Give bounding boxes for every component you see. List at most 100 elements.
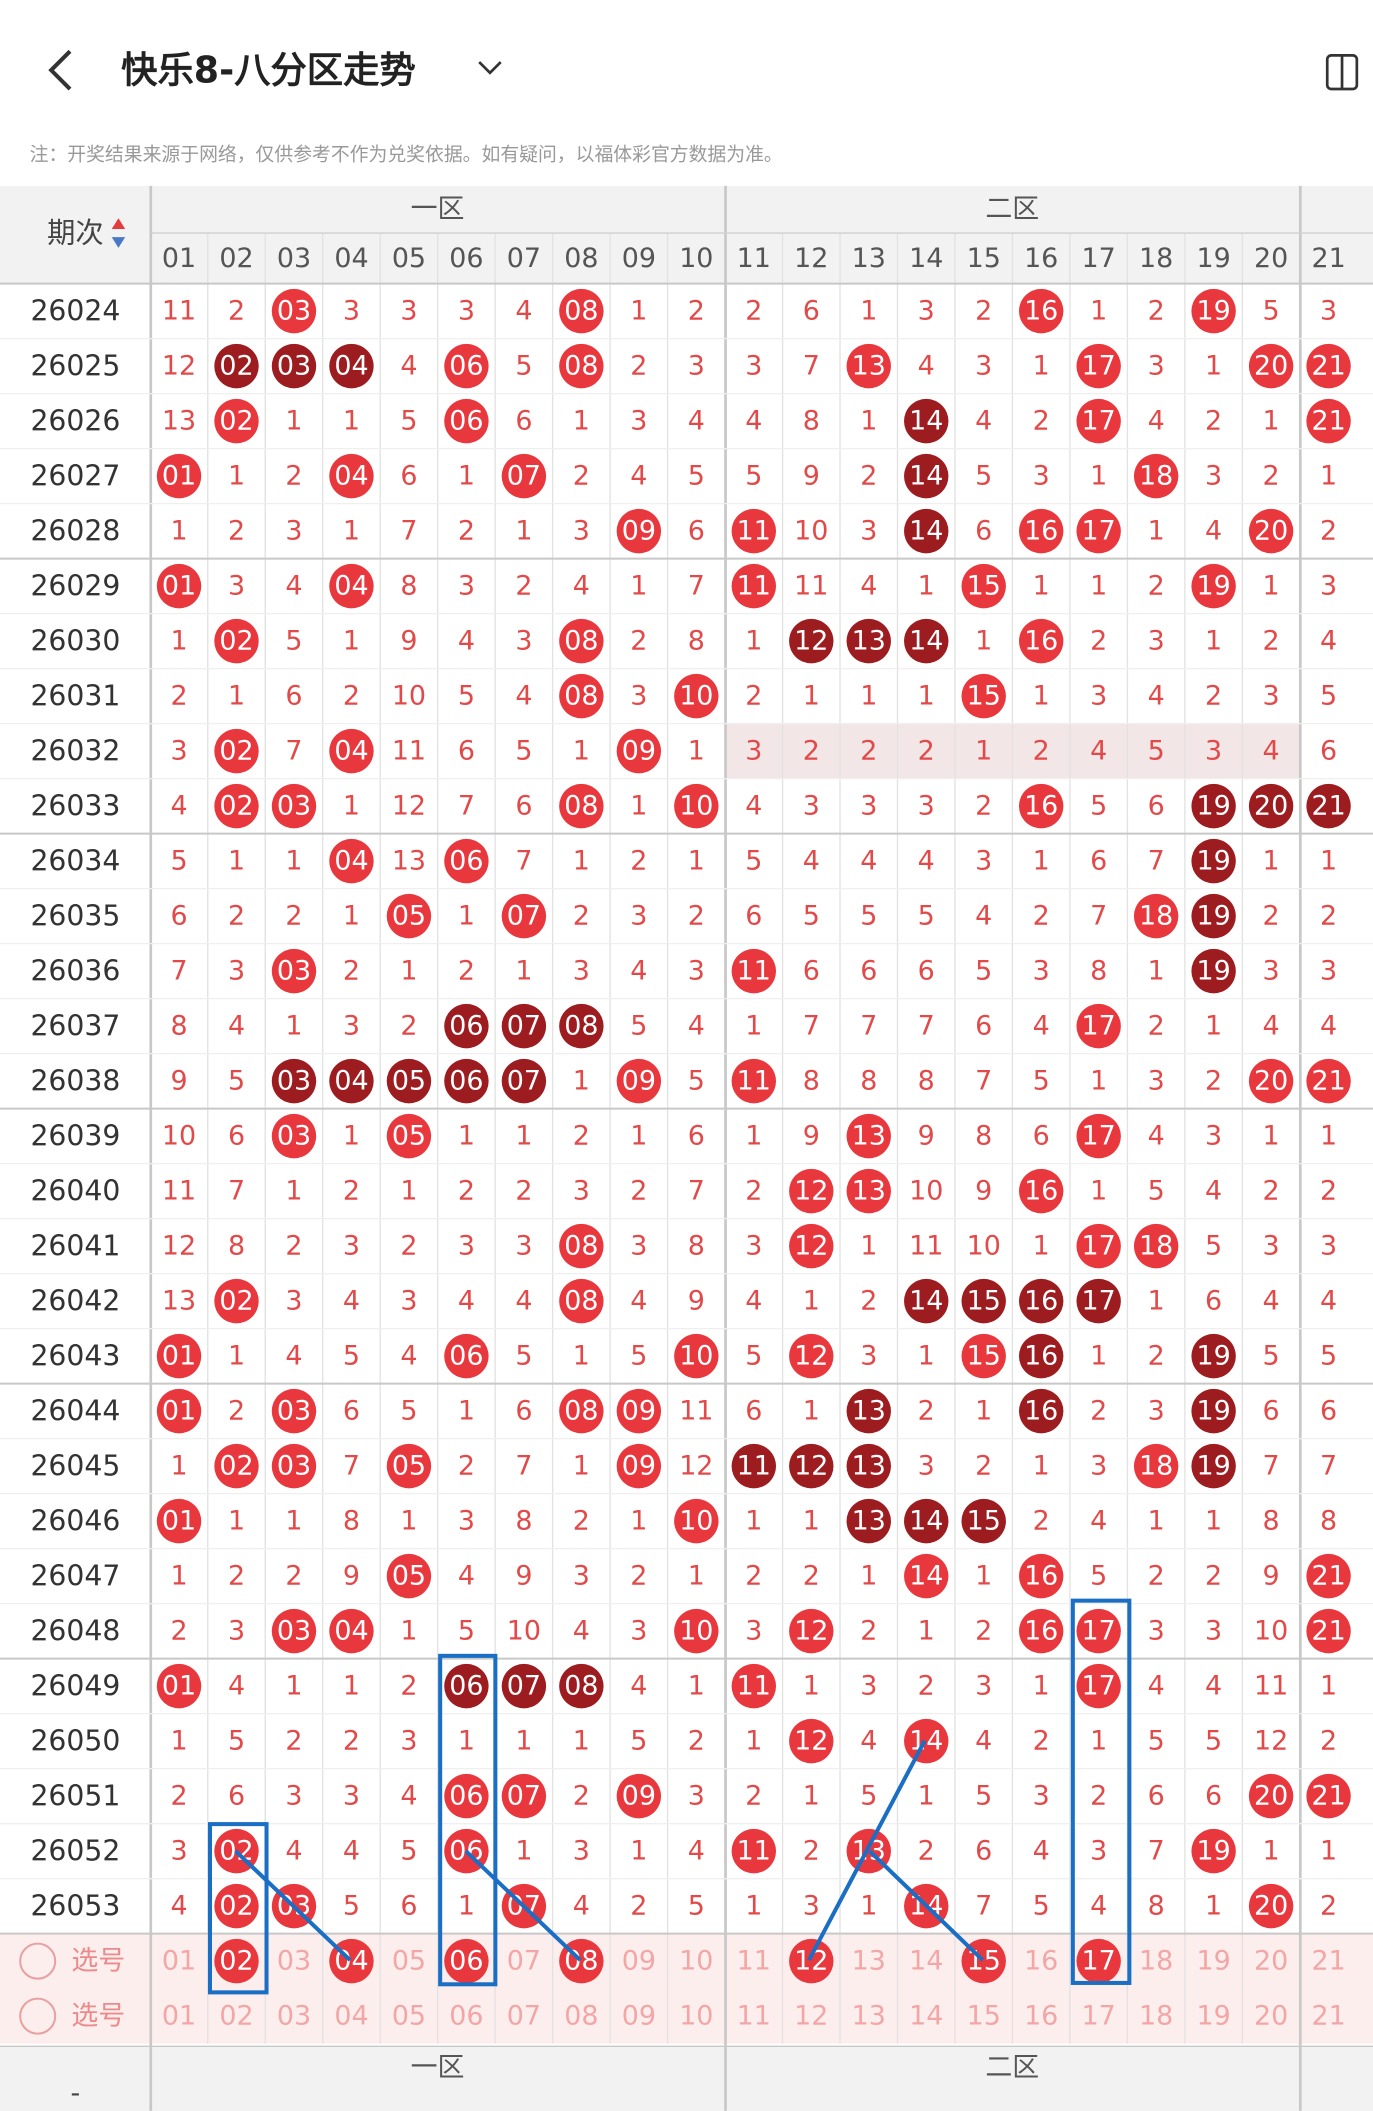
miss-count: 2: [228, 901, 245, 932]
miss-count: 5: [745, 846, 762, 877]
hit-number: 07: [507, 1066, 541, 1097]
miss-count: 13: [392, 846, 426, 877]
miss-count: 1: [918, 571, 935, 602]
picked-number[interactable]: 12: [794, 1946, 828, 1977]
miss-count: 3: [918, 791, 935, 822]
pick-number[interactable]: 17: [1082, 2001, 1116, 2032]
pick-number[interactable]: 21: [1311, 2001, 1345, 2032]
pick-number[interactable]: 10: [679, 1946, 713, 1977]
miss-count: 8: [975, 1121, 992, 1152]
pick-number[interactable]: 02: [219, 2001, 253, 2032]
device-icon[interactable]: [1325, 54, 1359, 91]
pick-number[interactable]: 05: [392, 1946, 426, 1977]
picked-number[interactable]: 06: [449, 1946, 483, 1977]
pick-number[interactable]: 16: [1024, 1946, 1058, 1977]
miss-count: 2: [918, 736, 935, 767]
hit-ball: [444, 1773, 489, 1819]
dropdown-arrow[interactable]: [478, 61, 502, 75]
pick-number[interactable]: 20: [1254, 2001, 1288, 2032]
pick-number[interactable]: 01: [162, 1946, 196, 1977]
hit-number: 19: [1196, 956, 1230, 987]
pick-number[interactable]: 09: [622, 2001, 656, 2032]
pick-number[interactable]: 12: [794, 2001, 828, 2032]
pick-number[interactable]: 19: [1196, 2001, 1230, 2032]
miss-count: 2: [630, 351, 647, 382]
miss-count: 6: [975, 1836, 992, 1867]
pick-number[interactable]: 09: [622, 1946, 656, 1977]
hit-ball: [846, 1168, 891, 1214]
miss-count: 3: [343, 1231, 360, 1262]
miss-count: 1: [515, 1726, 532, 1757]
miss-count: 4: [975, 901, 992, 932]
miss-count: 5: [170, 846, 187, 877]
select-radio[interactable]: [19, 1997, 57, 2035]
pick-number[interactable]: 19: [1196, 1946, 1230, 1977]
hit-ball: [1306, 398, 1351, 444]
miss-count: 1: [688, 736, 705, 767]
hit-ball: [156, 1333, 202, 1379]
miss-count: 1: [285, 1176, 302, 1207]
pick-number[interactable]: 08: [564, 2001, 598, 2032]
miss-count: 4: [1320, 1011, 1337, 1042]
hit-ball: [501, 893, 547, 939]
hit-ball: [731, 948, 777, 994]
hit-ball: [616, 1388, 662, 1434]
picked-number[interactable]: 02: [219, 1946, 253, 1977]
hit-number: 02: [219, 736, 253, 767]
pick-number[interactable]: 13: [852, 2001, 886, 2032]
pick-number[interactable]: 21: [1311, 1946, 1345, 1977]
select-radio[interactable]: [19, 1942, 57, 1980]
issue-number: 26024: [30, 295, 120, 328]
pick-number[interactable]: 18: [1139, 1946, 1173, 1977]
hit-number: 06: [449, 1781, 483, 1812]
pick-number[interactable]: 01: [162, 2001, 196, 2032]
pick-number[interactable]: 03: [277, 1946, 311, 1977]
hit-ball-run: [961, 1498, 1006, 1544]
miss-count: 3: [1090, 1451, 1107, 1482]
miss-count: 6: [228, 1781, 245, 1812]
pick-number[interactable]: 10: [679, 2001, 713, 2032]
miss-count: 2: [860, 461, 877, 492]
pick-number[interactable]: 07: [507, 2001, 541, 2032]
back-button[interactable]: [48, 49, 72, 91]
miss-count: 4: [688, 1836, 705, 1867]
pick-number[interactable]: 20: [1254, 1946, 1288, 1977]
miss-count: 4: [343, 1836, 360, 1867]
miss-count: 1: [458, 461, 475, 492]
miss-count: 1: [228, 461, 245, 492]
miss-count: 5: [975, 461, 992, 492]
miss-count: 2: [458, 1451, 475, 1482]
pick-number[interactable]: 13: [852, 1946, 886, 1977]
hit-ball: [1133, 1223, 1179, 1269]
hit-number: 17: [1082, 1286, 1116, 1317]
page-title[interactable]: 快乐8-八分区走势: [121, 49, 416, 92]
pick-number[interactable]: 11: [737, 1946, 771, 1977]
hit-ball: [1191, 1828, 1236, 1874]
pick-number[interactable]: 06: [449, 2001, 483, 2032]
hit-number: 16: [1024, 791, 1058, 822]
hit-number: 06: [449, 1671, 483, 1702]
miss-count: 3: [630, 681, 647, 712]
hit-ball: [1076, 508, 1121, 554]
miss-count: 6: [400, 1891, 417, 1922]
pick-number[interactable]: 15: [967, 2001, 1001, 2032]
hit-number: 16: [1024, 1176, 1058, 1207]
picked-number[interactable]: 17: [1082, 1946, 1116, 1977]
hit-number: 19: [1196, 1341, 1230, 1372]
pick-number[interactable]: 11: [737, 2001, 771, 2032]
pick-number[interactable]: 14: [909, 1946, 943, 1977]
pick-number[interactable]: 18: [1139, 2001, 1173, 2032]
hit-ball-run: [961, 1278, 1006, 1324]
miss-count: 1: [803, 1396, 820, 1427]
miss-count: 3: [1320, 296, 1337, 327]
pick-number[interactable]: 16: [1024, 2001, 1058, 2032]
pick-number[interactable]: 05: [392, 2001, 426, 2032]
issue-header: 期次: [47, 217, 104, 250]
pick-number[interactable]: 04: [334, 2001, 368, 2032]
pick-number[interactable]: 14: [909, 2001, 943, 2032]
hit-number: 15: [967, 681, 1001, 712]
pick-number[interactable]: 03: [277, 2001, 311, 2032]
pick-number[interactable]: 07: [507, 1946, 541, 1977]
hit-number: 13: [852, 1121, 886, 1152]
miss-count: 1: [1033, 571, 1050, 602]
